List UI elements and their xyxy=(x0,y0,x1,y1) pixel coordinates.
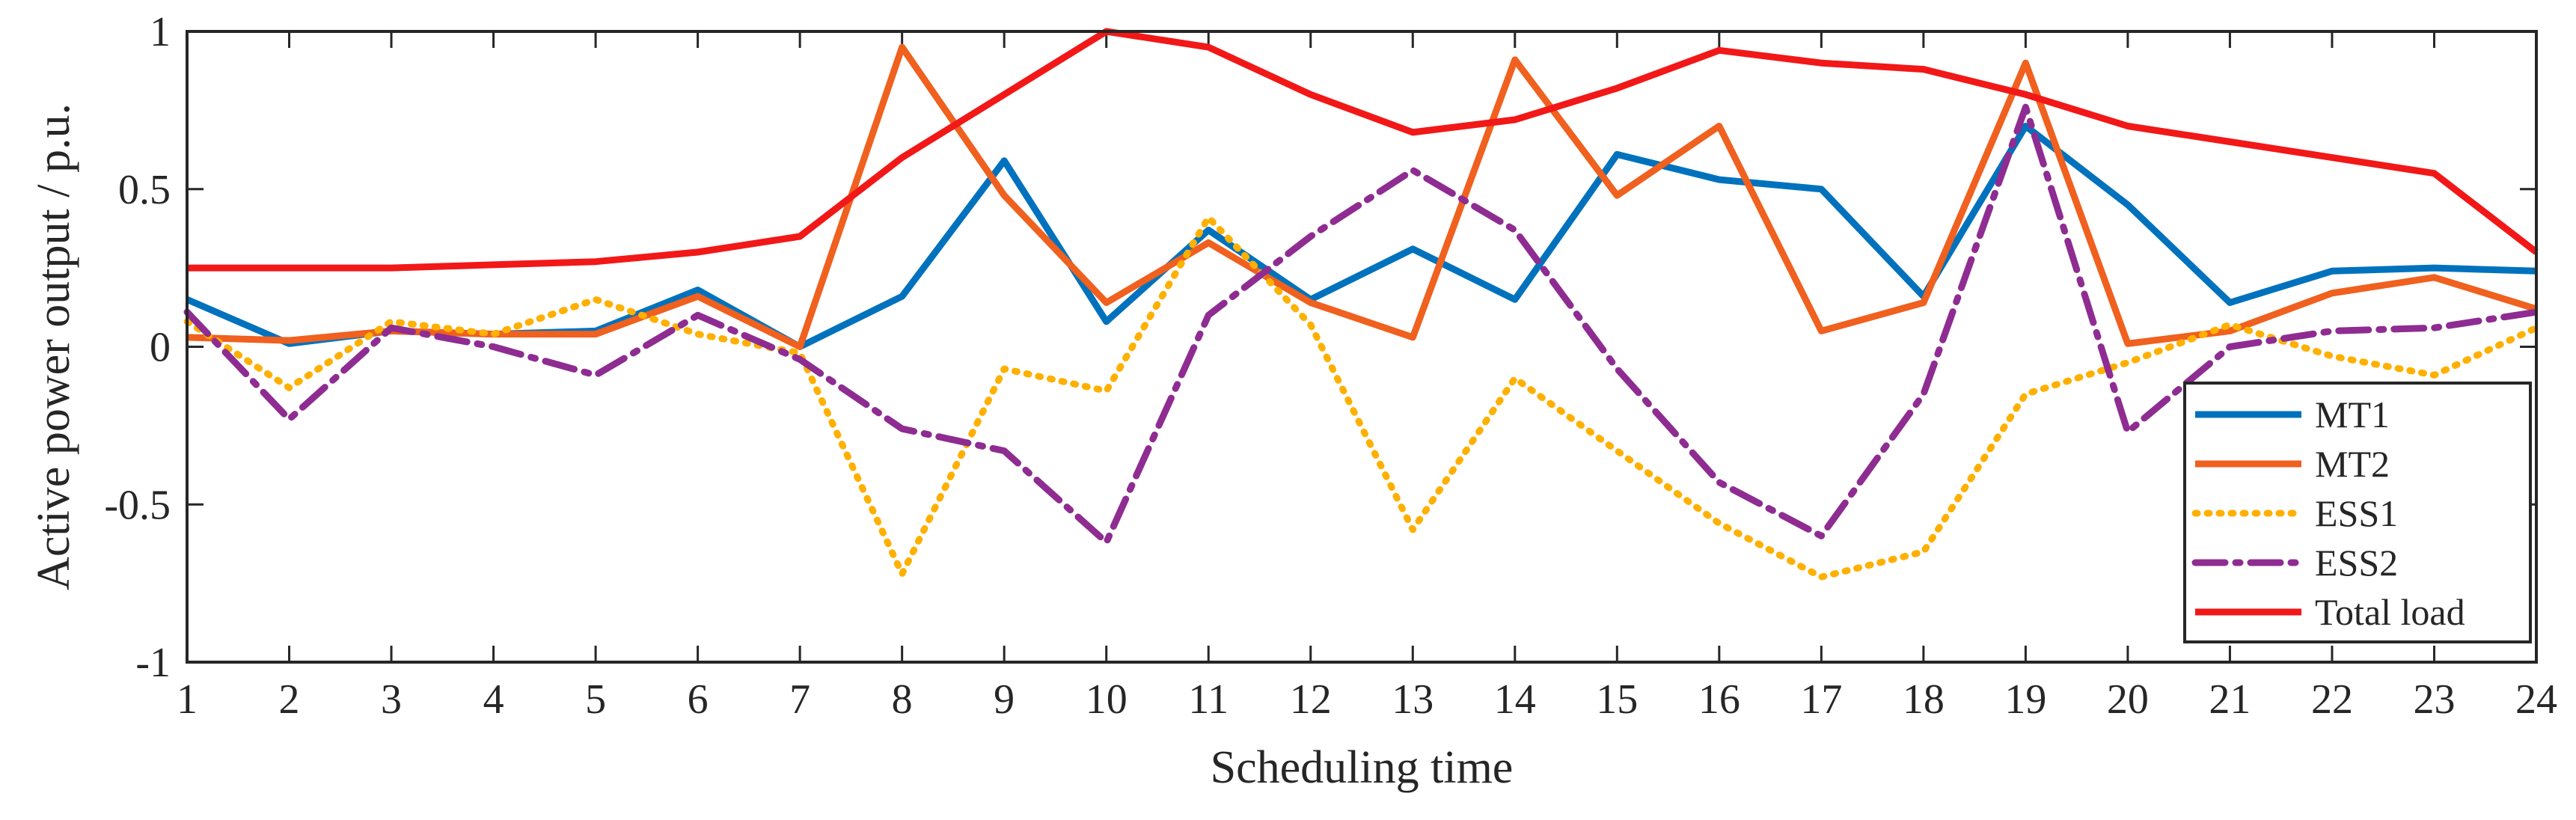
x-tick-label: 18 xyxy=(1903,676,1945,723)
x-tick-label: 8 xyxy=(892,676,913,723)
x-tick-label: 24 xyxy=(2515,676,2557,723)
x-tick-label: 14 xyxy=(1494,676,1536,723)
x-tick-label: 21 xyxy=(2209,676,2251,723)
x-tick-label: 11 xyxy=(1188,676,1229,723)
y-tick-labels: -1 -0.5 0 0.5 1 xyxy=(104,9,171,686)
x-tick-label: 19 xyxy=(2004,676,2046,723)
x-tick-label: 1 xyxy=(177,676,198,723)
legend-label: ESS2 xyxy=(2315,542,2398,584)
x-tick-label: 5 xyxy=(585,676,606,723)
series-line-ess2 xyxy=(183,103,2540,546)
x-tick-label: 4 xyxy=(483,676,504,723)
legend-label: MT2 xyxy=(2315,443,2390,485)
x-tick-label: 17 xyxy=(1800,676,1842,723)
x-tick-label: 22 xyxy=(2311,676,2353,723)
legend-label: ESS1 xyxy=(2315,492,2398,534)
x-tick-labels: 1 2 3 4 5 6 7 8 9 10 11 12 13 14 15 16 17 18 19 20 21 22 23 24 xyxy=(177,676,2557,723)
x-tick-label: 15 xyxy=(1596,676,1638,723)
series-line-mt2 xyxy=(186,43,2538,350)
x-tick-label: 9 xyxy=(994,676,1015,723)
y-tick-label: -1 xyxy=(135,640,171,686)
x-tick-label: 3 xyxy=(381,676,402,723)
series-line-total-load xyxy=(187,28,2539,272)
y-tick-label: 0.5 xyxy=(118,167,171,213)
legend-label: MT1 xyxy=(2315,394,2390,435)
x-tick-label: 20 xyxy=(2107,676,2149,723)
x-tick-label: 7 xyxy=(789,676,810,723)
y-tick-label: 0 xyxy=(150,325,171,371)
y-tick-label: 1 xyxy=(150,9,171,55)
x-tick-label: 2 xyxy=(279,676,300,723)
plot-area-frame xyxy=(186,30,2538,664)
x-axis-label: Scheduling time xyxy=(1211,742,1514,793)
x-tick-label: 23 xyxy=(2413,676,2455,723)
series-line-ess1 xyxy=(183,214,2540,581)
x-tick-label: 10 xyxy=(1086,676,1128,723)
series-lines xyxy=(183,28,2540,581)
y-tick-label: -0.5 xyxy=(104,482,171,528)
legend-items: MT1 MT2 ESS1 ESS2 Total load xyxy=(2191,394,2465,633)
legend-label: Total load xyxy=(2315,591,2465,633)
x-tick-label: 12 xyxy=(1290,676,1332,723)
x-tick-label: 13 xyxy=(1392,676,1434,723)
x-tick-label: 6 xyxy=(688,676,709,723)
y-axis-label: Active power output / p.u. xyxy=(28,103,79,590)
x-tick-label: 16 xyxy=(1698,676,1740,723)
legend: MT1 MT2 ESS1 ESS2 Total load xyxy=(2183,382,2532,643)
